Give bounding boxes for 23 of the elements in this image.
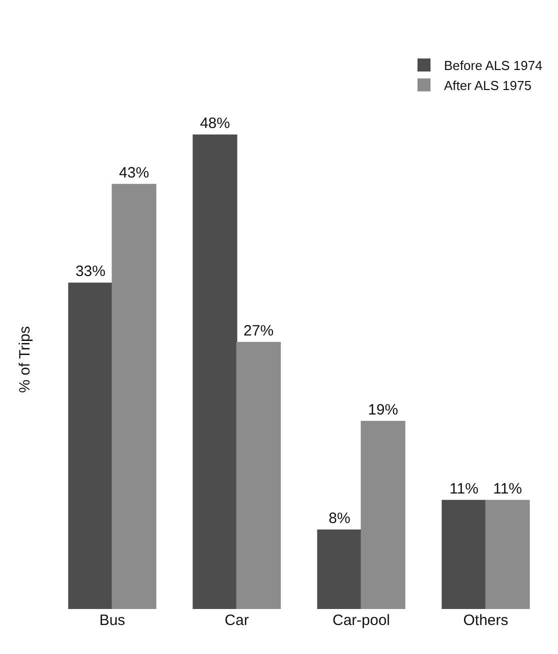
data-label: 8% <box>328 510 350 527</box>
bar <box>317 529 362 609</box>
y-axis-title: % of Trips <box>16 326 34 393</box>
data-label: 11% <box>450 480 478 498</box>
bar <box>236 342 281 609</box>
data-label: 33% <box>75 263 106 280</box>
bar <box>68 282 113 609</box>
bar <box>192 134 238 609</box>
bar <box>485 500 530 609</box>
data-label: 19% <box>368 401 398 418</box>
data-label: 43% <box>119 164 150 182</box>
x-tick-label: Car-pool <box>332 612 390 629</box>
x-tick-label: Bus <box>99 612 126 629</box>
x-tick-label: Others <box>463 612 508 629</box>
x-tick-label: Car <box>224 612 249 629</box>
data-label: 11% <box>493 480 522 498</box>
legend-label: After ALS 1975 <box>444 78 532 93</box>
bar <box>442 500 486 609</box>
bar <box>112 184 156 609</box>
legend-label: Before ALS 1974 <box>444 58 542 74</box>
data-label: 27% <box>244 322 274 340</box>
bar <box>360 420 406 609</box>
data-label: 48% <box>200 114 230 132</box>
